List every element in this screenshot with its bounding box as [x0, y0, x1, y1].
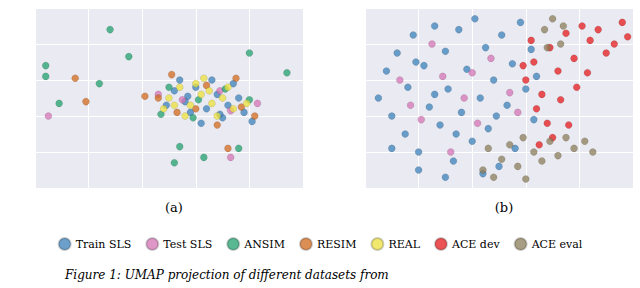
svg-text:REAL: REAL [388, 238, 420, 251]
svg-text:(b): (b) [495, 200, 513, 215]
svg-text:Figure 1: UMAP projection of d: Figure 1: UMAP projection of different d… [64, 268, 389, 282]
svg-text:ANSIM: ANSIM [243, 238, 285, 251]
svg-text:(a): (a) [165, 200, 183, 215]
svg-text:RESIM: RESIM [317, 238, 356, 251]
svg-text:Test SLS: Test SLS [163, 238, 212, 251]
svg-text:Train SLS: Train SLS [76, 238, 132, 251]
svg-text:ACE dev: ACE dev [451, 238, 500, 251]
svg-text:ACE eval: ACE eval [531, 238, 583, 251]
